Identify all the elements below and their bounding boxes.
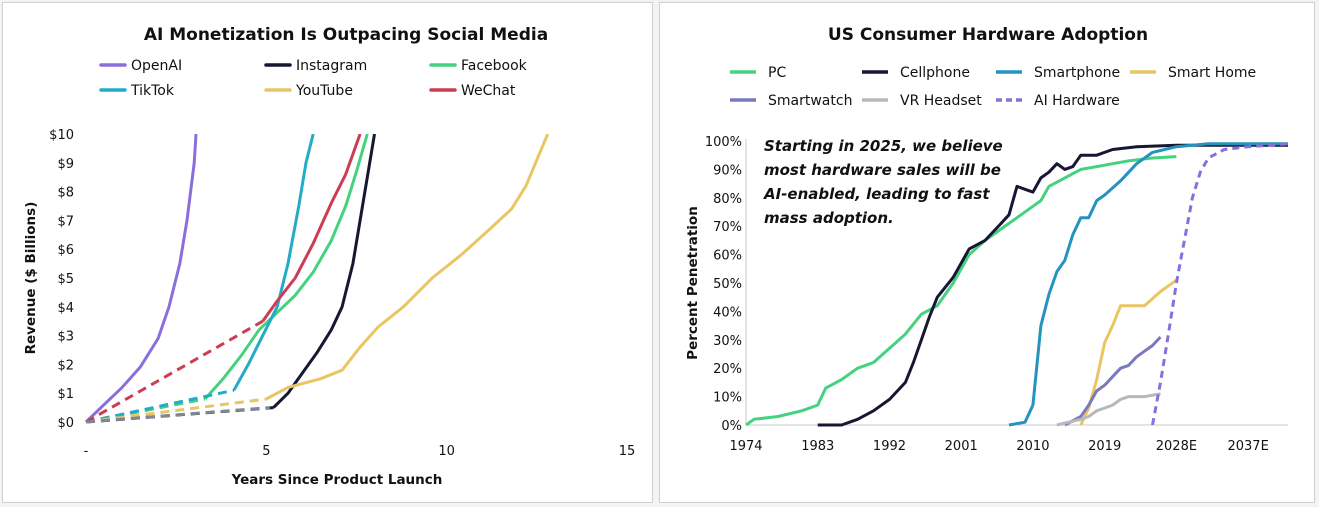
x-tick-label: 2019 xyxy=(1088,439,1121,454)
y-tick-label: 60% xyxy=(713,249,742,264)
series-line-smart-home xyxy=(1079,278,1178,426)
legend-label-cellphone: Cellphone xyxy=(900,65,970,81)
y-tick-label: 100% xyxy=(705,135,742,150)
y-tick-label: 10% xyxy=(713,391,742,406)
legend-label-pc: PC xyxy=(768,65,786,81)
y-tick-label: 30% xyxy=(713,334,742,349)
series-line-tiktok-projected xyxy=(85,388,235,424)
series-line-wechat-projected xyxy=(85,319,264,424)
x-tick-label: 2001 xyxy=(945,439,978,454)
plot-area xyxy=(745,142,1289,427)
y-tick-label: $6 xyxy=(57,243,74,258)
y-tick-label: $7 xyxy=(57,214,74,229)
y-axis-title: Percent Penetration xyxy=(685,206,701,360)
y-tick-label: 90% xyxy=(713,163,742,178)
legend-label-openai: OpenAI xyxy=(131,58,182,74)
y-tick-label: 50% xyxy=(713,277,742,292)
y-tick-label: $1 xyxy=(57,387,74,402)
y-tick-label: 0% xyxy=(721,419,742,434)
adoption-chart-panel: US Consumer Hardware Adoption PC Cellphone… xyxy=(659,2,1315,503)
y-tick-label: $3 xyxy=(57,330,74,345)
series-line-youtube xyxy=(265,134,550,401)
x-tick-label: 15 xyxy=(619,444,636,459)
x-tick-label: 2028E xyxy=(1156,439,1197,454)
annotation-line-1: Starting in 2025, we believe xyxy=(764,137,1003,155)
y-tick-label: $9 xyxy=(57,157,74,172)
x-tick-label: 2010 xyxy=(1016,439,1049,454)
legend-label-smart-home: Smart Home xyxy=(1168,65,1256,81)
y-tick-label: $0 xyxy=(57,416,74,431)
series-line-smartphone xyxy=(1008,142,1288,427)
legend-label-vr-headset: VR Headset xyxy=(900,93,982,109)
y-tick-label: 80% xyxy=(713,192,742,207)
chart-title: US Consumer Hardware Adoption xyxy=(828,25,1148,45)
legend-label-youtube: YouTube xyxy=(295,83,353,99)
y-tick-label: $8 xyxy=(57,186,74,201)
revenue-chart-panel: AI Monetization Is Outpacing Social Medi… xyxy=(2,2,653,503)
legend-label-facebook: Facebook xyxy=(461,58,528,74)
chart-title: AI Monetization Is Outpacing Social Medi… xyxy=(144,25,548,45)
x-axis-title: Years Since Product Launch xyxy=(231,472,443,488)
x-tick-label: 1974 xyxy=(729,439,762,454)
y-tick-label: $10 xyxy=(49,128,74,143)
series-line-instagram xyxy=(272,134,376,409)
x-tick-label: - xyxy=(84,444,89,459)
annotation-line-4: mass adoption. xyxy=(764,209,894,227)
legend-label-wechat: WeChat xyxy=(461,83,516,99)
legend-label-smartwatch: Smartwatch xyxy=(768,93,852,109)
y-tick-label: 40% xyxy=(713,305,742,320)
y-tick-label: 20% xyxy=(713,362,742,377)
series-line-tiktok xyxy=(232,134,315,392)
x-tick-label: 2037E xyxy=(1227,439,1268,454)
annotation-line-2: most hardware sales will be xyxy=(764,161,1001,179)
y-tick-label: 70% xyxy=(713,220,742,235)
annotation-line-3: AI-enabled, leading to fast xyxy=(763,185,990,203)
legend-label-tiktok: TikTok xyxy=(130,83,175,99)
y-tick-label: $5 xyxy=(57,272,74,287)
x-tick-label: 1983 xyxy=(801,439,834,454)
legend-label-ai-hardware: AI Hardware xyxy=(1034,93,1120,109)
series-line-pc xyxy=(745,155,1177,427)
series-line-vr-headset xyxy=(1056,392,1161,427)
x-tick-label: 10 xyxy=(438,444,455,459)
series-line-smartwatch xyxy=(1064,335,1162,427)
legend-label-instagram: Instagram xyxy=(296,58,367,74)
series-line-facebook xyxy=(203,134,369,401)
series-line-ai-hardware xyxy=(1151,142,1289,426)
revenue-chart: AI Monetization Is Outpacing Social Medi… xyxy=(23,25,636,488)
y-axis-title: Revenue ($ Billions) xyxy=(23,202,39,355)
series-line-openai xyxy=(84,134,198,424)
series-line-wechat xyxy=(261,134,362,323)
y-tick-label: $4 xyxy=(57,301,74,316)
x-tick-label: 5 xyxy=(262,444,270,459)
adoption-chart: US Consumer Hardware Adoption PC Cellphone… xyxy=(685,25,1289,454)
plot-area xyxy=(84,134,550,424)
x-tick-label: 1992 xyxy=(873,439,906,454)
series-line-projection-projected xyxy=(85,406,271,424)
y-tick-label: $2 xyxy=(57,358,74,373)
legend-label-smartphone: Smartphone xyxy=(1034,65,1120,81)
series-line-cellphone xyxy=(817,143,1288,427)
